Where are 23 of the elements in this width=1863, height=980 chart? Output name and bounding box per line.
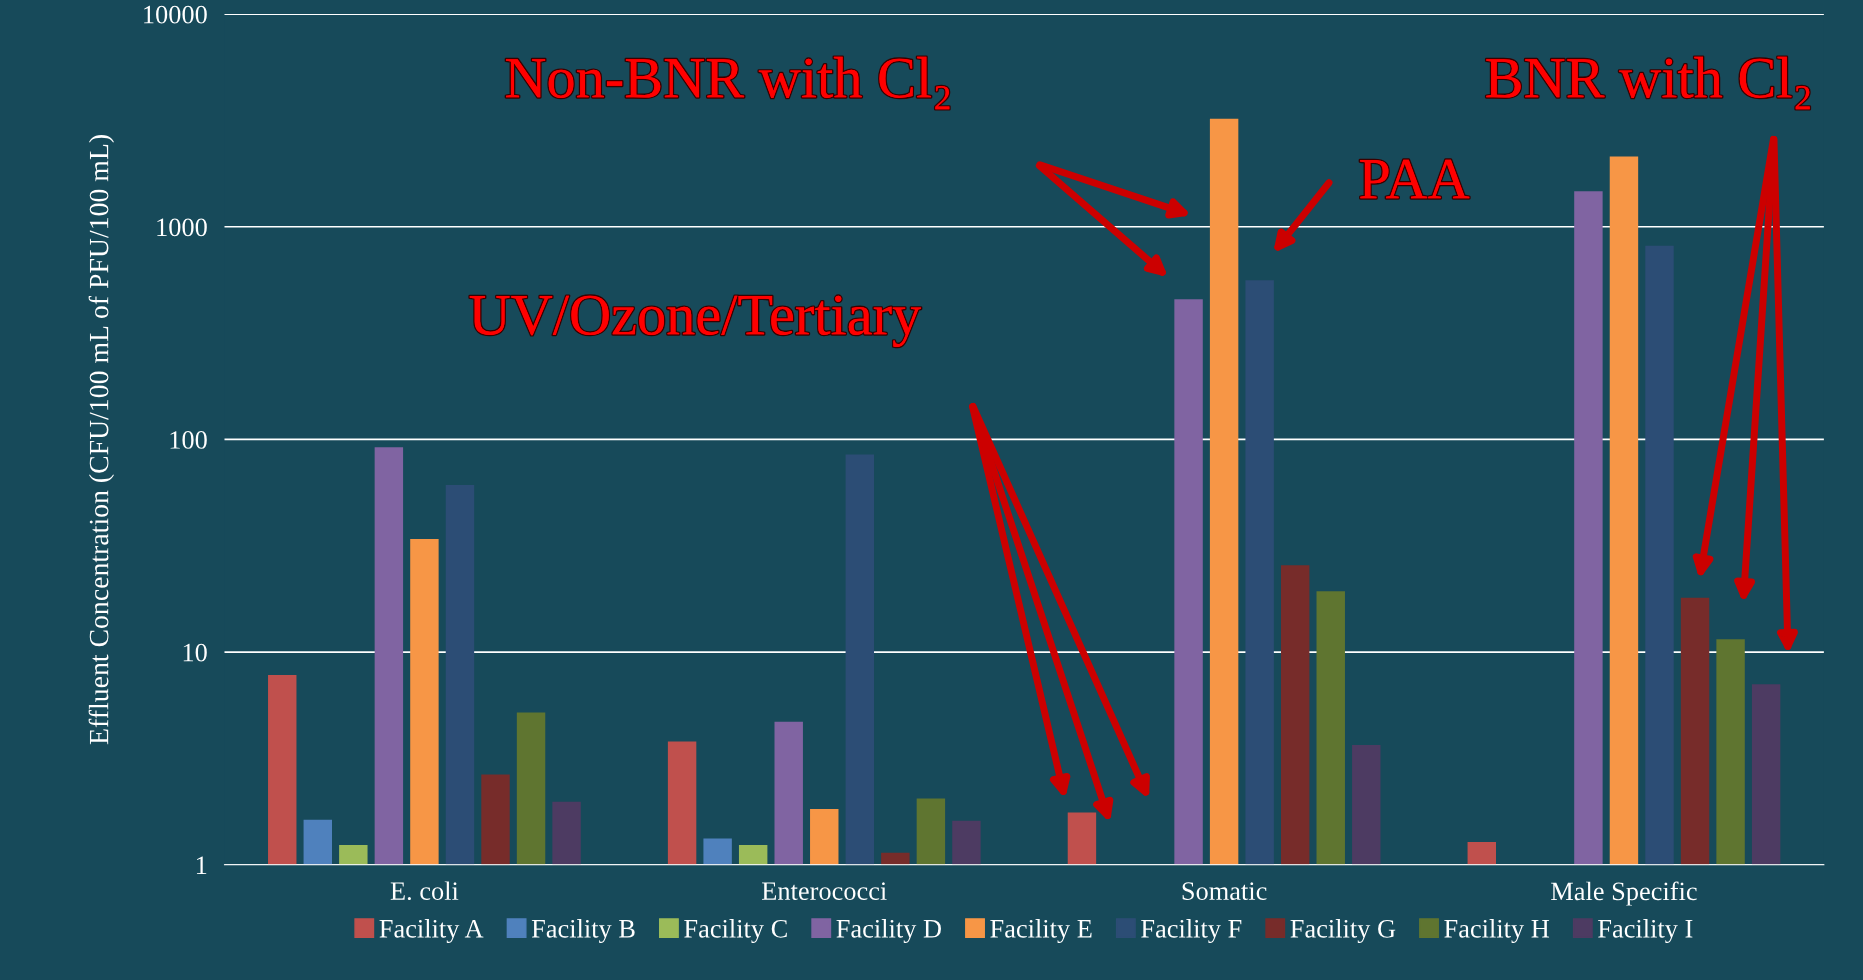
y-axis-title: Effluent Concentration (CFU/100 mL of PFU/100 mL) [88,135,115,745]
annotation: UV/Ozone/Tertiary [469,295,921,347]
legend-label: Facility I [1598,919,1693,944]
y-tick-label: 1000 [157,218,207,237]
y-tick-label: 10 [183,643,207,662]
y-tick-label: 1 [196,856,207,874]
y-tick-label: 10000 [144,5,207,24]
legend-label: Facility D [836,919,941,944]
annotation: PAA [1360,159,1470,199]
legend-label: Facility E [990,919,1092,944]
x-tick-label: Somatic [1182,882,1267,900]
legend-label: Facility F [1141,919,1242,944]
legend-label: Facility G [1290,919,1396,944]
legend-label: Facility A [379,919,484,944]
x-tick-label: E. coli [390,881,459,901]
legend-label: Facility H [1444,919,1550,944]
legend-label: Facility B [531,919,635,944]
x-tick-label: Enterococci [762,882,887,900]
annotation: Non-BNR with Cl₂ [506,56,950,110]
annotation: BNR with Cl₂ [1486,56,1810,110]
y-tick-label: 100 [170,431,207,449]
legend-label: Facility C [684,919,787,944]
x-tick-label: Male Specific [1551,881,1697,906]
